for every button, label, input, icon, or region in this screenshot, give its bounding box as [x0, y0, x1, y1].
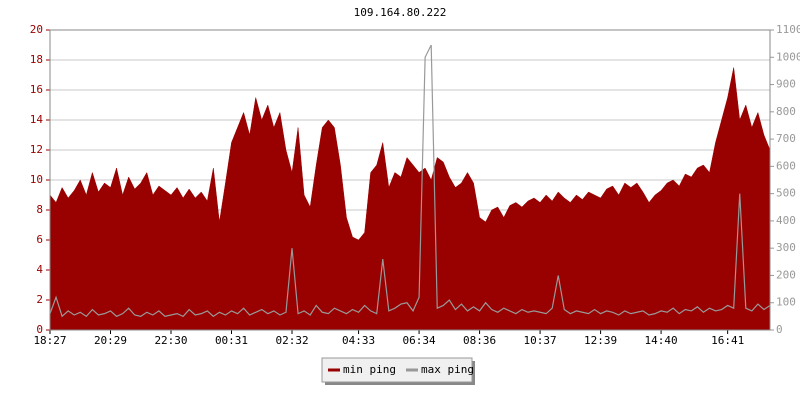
x-tick-label: 04:33 — [342, 334, 375, 347]
x-tick-label: 02:32 — [275, 334, 308, 347]
y2-tick-label: 500 — [776, 187, 796, 200]
y-tick-label: 12 — [30, 143, 43, 156]
y-tick-label: 16 — [30, 83, 43, 96]
y2-tick-label: 600 — [776, 159, 796, 172]
line — [49, 44, 771, 318]
y2-tick-label: 0 — [776, 323, 783, 336]
y2-tick-label: 400 — [776, 214, 796, 227]
y2-tick-label: 1000 — [776, 50, 800, 63]
legend-label: max ping — [421, 363, 474, 376]
y2-tick-label: 300 — [776, 241, 796, 254]
x-tick-label: 12:39 — [584, 334, 617, 347]
legend-label: min ping — [343, 363, 396, 376]
y-tick-label: 2 — [36, 293, 43, 306]
y-tick-label: 8 — [36, 203, 43, 216]
y-tick-label: 20 — [30, 23, 43, 36]
y2-tick-label: 700 — [776, 132, 796, 145]
y-tick-label: 0 — [36, 323, 43, 336]
x-tick-label: 22:30 — [154, 334, 187, 347]
y2-tick-label: 800 — [776, 105, 796, 118]
chart-title: 109.164.80.222 — [354, 6, 447, 19]
legend-box — [321, 357, 473, 383]
x-tick-label: 20:29 — [94, 334, 127, 347]
y2-tick-label: 100 — [776, 296, 796, 309]
x-tick-label: 08:36 — [463, 334, 496, 347]
y-tick-label: 4 — [36, 263, 43, 276]
x-tick-label: 14:40 — [645, 334, 678, 347]
y-tick-label: 14 — [30, 113, 44, 126]
x-tick-label: 06:34 — [403, 334, 436, 347]
y-tick-label: 10 — [30, 173, 43, 186]
x-tick-label: 10:37 — [524, 334, 557, 347]
plot-frame — [49, 29, 771, 331]
area — [49, 67, 771, 331]
y-tick-label: 6 — [36, 233, 43, 246]
x-tick-label: 16:41 — [711, 334, 744, 347]
y2-tick-label: 900 — [776, 78, 796, 91]
y2-tick-label: 1100 — [776, 23, 800, 36]
x-tick-label: 00:31 — [215, 334, 248, 347]
y2-tick-label: 200 — [776, 268, 796, 281]
y-tick-label: 18 — [30, 53, 43, 66]
x-tick-label: 18:27 — [33, 334, 66, 347]
